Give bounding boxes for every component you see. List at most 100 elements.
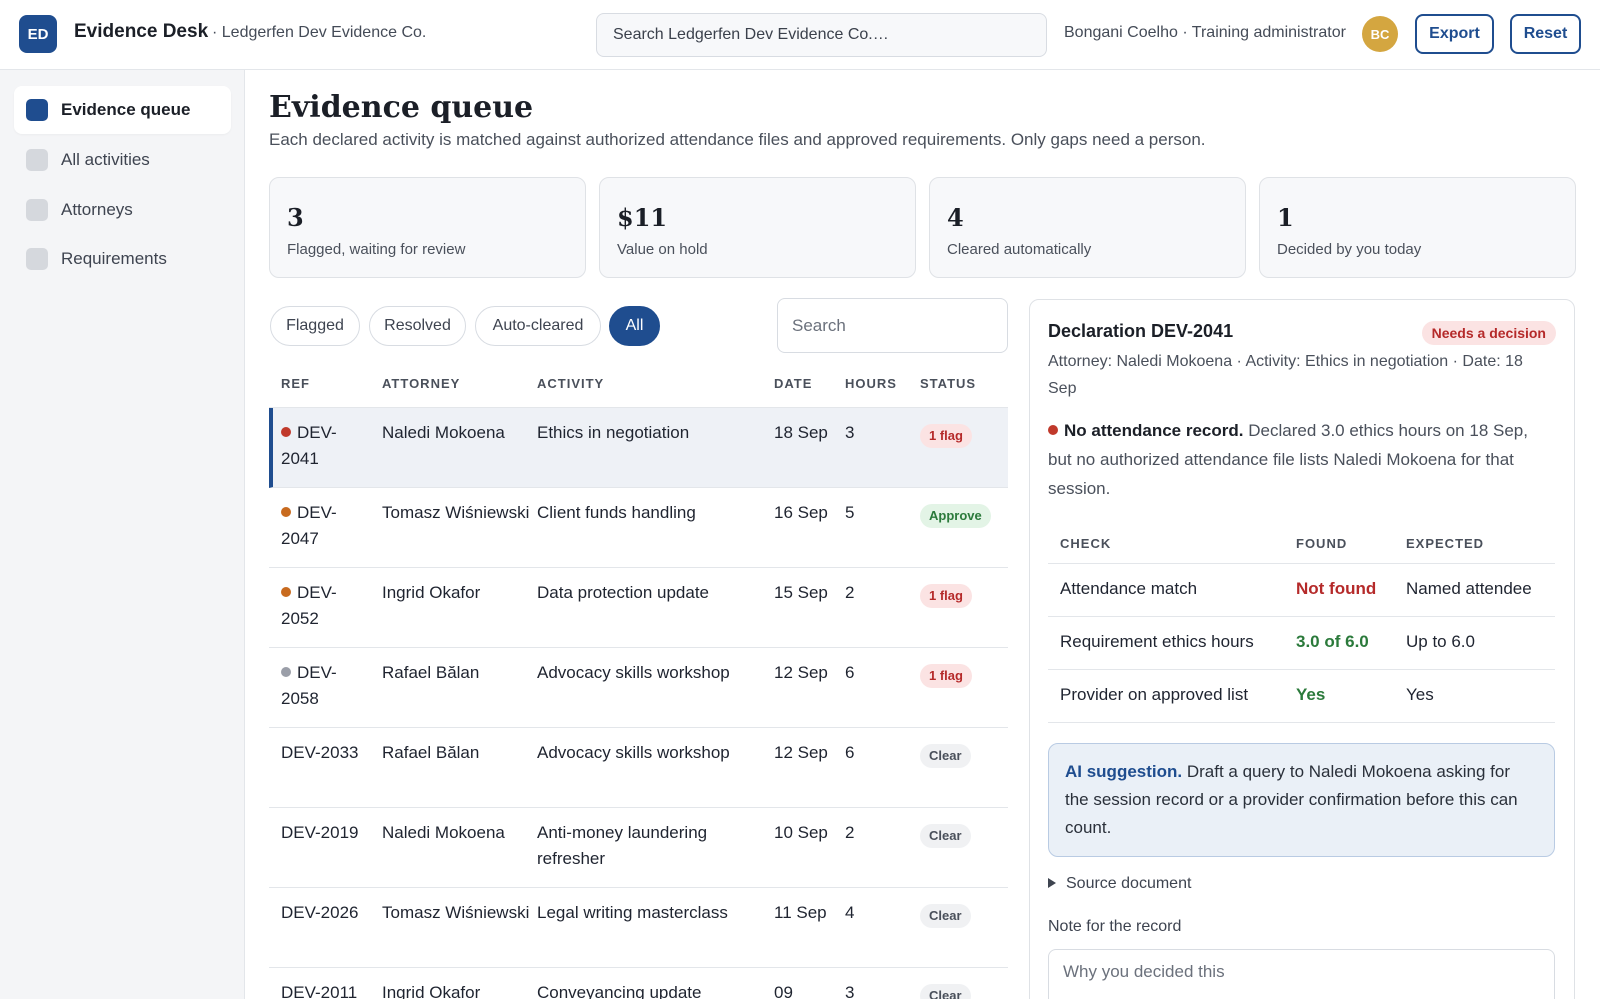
column-header-status[interactable]: STATUS [920,376,977,391]
row-date: 10 Sep [774,820,829,846]
top-bar: ED Evidence Desk · Ledgerfen Dev Evidenc… [0,0,1600,70]
source-document-label: Source document [1066,875,1192,892]
app-name: Evidence Desk [74,21,209,42]
export-button[interactable]: Export [1415,14,1494,54]
status-dot-icon [281,427,291,437]
sidebar-item-all-activities[interactable]: All activities [14,136,231,184]
column-header-activity[interactable]: ACTIVITY [537,376,605,391]
row-attorney-text: Rafael Bălan [382,663,480,682]
ai-suggestion-text: Draft a query to Naledi Mokoena asking f… [1065,762,1518,837]
row-activity-text: Ethics in negotiation [537,423,690,442]
stat-card-cleared: 4 Cleared automatically [929,177,1246,278]
row-attorney-text: Tomasz Wiśniewski [382,903,530,922]
issue-summary: No attendance record. Declared 3.0 ethic… [1048,416,1553,503]
row-date: 18 Sep [774,420,829,446]
status-dot-icon [281,507,291,517]
sidebar-item-attorneys[interactable]: Attorneys [14,186,231,234]
table-row[interactable]: DEV-2041 Naledi Mokoena Ethics in negotiat… [269,408,1008,488]
row-activity: Anti-money laundering refresher [537,820,752,872]
row-attorney-text: Naledi Mokoena [382,823,505,842]
row-hours: 2 [845,580,885,606]
table-row[interactable]: DEV-2058 Rafael Bălan Advocacy skills work… [269,648,1008,728]
status-badge: Approve [920,504,991,528]
row-ref-text: DEV-2011 [281,983,358,999]
check-expected: Yes [1406,685,1434,704]
reset-button[interactable]: Reset [1510,14,1581,54]
filter-resolved[interactable]: Resolved [369,306,466,346]
row-date-text: 10 Sep [774,823,828,842]
stat-card-flagged: 3 Flagged, waiting for review [269,177,586,278]
global-search-input[interactable]: Search Ledgerfen Dev Evidence Co.… [596,13,1047,57]
status-dot-icon [281,587,291,597]
sidebar-item-label: Requirements [61,249,167,268]
column-header-expected: EXPECTED [1406,536,1485,551]
row-hours-text: 2 [845,583,855,602]
row-attorney-text: Naledi Mokoena [382,423,505,442]
check-found: Not found [1296,579,1377,598]
disclosure-triangle-icon [1048,878,1056,888]
flag-dot-icon [1048,425,1058,435]
organization-name: · Ledgerfen Dev Evidence Co. [212,24,427,41]
row-date-text: 12 Sep [774,743,828,762]
status-badge: Clear [920,904,971,928]
row-date-text: 16 Sep [774,503,828,522]
checks-header: CHECK FOUND EXPECTED [1048,522,1555,564]
row-activity-text: Anti-money laundering refresher [537,823,708,868]
column-header-date[interactable]: DATE [774,376,813,391]
row-date: 11 Sep [774,900,829,926]
row-hours-text: 3 [845,983,855,999]
row-hours: 6 [845,660,885,686]
declaration-meta: Attorney: Naledi Mokoena · Activity: Eth… [1048,353,1523,397]
sidebar-item-label: All activities [61,150,150,169]
row-hours: 3 [845,980,885,999]
sidebar-item-evidence-queue[interactable]: Evidence queue [14,86,231,134]
row-activity: Data protection update [537,580,752,606]
current-user-label: Bongani Coelho · Training administrator [1064,24,1346,41]
column-header-attorney[interactable]: ATTORNEY [382,376,461,391]
column-header-ref[interactable]: REF [281,376,310,391]
column-header-hours[interactable]: HOURS [845,376,897,391]
status-badge: 1 flag [920,664,972,688]
table-row[interactable]: DEV-2011 Ingrid Okafor Conveyancing update… [269,968,1008,999]
row-hours-text: 6 [845,743,855,762]
row-attorney-text: Rafael Bălan [382,743,480,762]
table-row[interactable]: DEV-2019 Naledi Mokoena Anti-money launder… [269,808,1008,888]
filter-flagged[interactable]: Flagged [270,306,360,346]
row-hours-text: 2 [845,823,855,842]
note-label: Note for the record [1048,918,1182,935]
row-activity: Conveyancing update [537,980,752,999]
avatar[interactable]: BC [1362,16,1398,52]
row-attorney: Naledi Mokoena [382,420,532,446]
table-row[interactable]: DEV-2033 Rafael Bălan Advocacy skills work… [269,728,1008,808]
check-expected: Named attendee [1406,579,1532,598]
sidebar-item-requirements[interactable]: Requirements [14,235,231,283]
row-attorney: Tomasz Wiśniewski [382,900,532,926]
stat-card-decided: 1 Decided by you today [1259,177,1576,278]
row-date: 09 [774,980,829,999]
stat-label: Cleared automatically [947,241,1092,258]
filter-all[interactable]: All [609,306,660,346]
note-textarea[interactable]: Why you decided this [1048,949,1555,999]
row-activity-text: Client funds handling [537,503,696,522]
row-ref: DEV-2041 [281,420,371,472]
row-attorney-text: Ingrid Okafor [382,983,481,999]
attorneys-icon [26,199,48,221]
source-document-toggle[interactable]: Source document [1048,875,1191,893]
row-ref: DEV-2047 [281,500,371,552]
filter-auto-cleared[interactable]: Auto-cleared [475,306,601,346]
list-search-input[interactable]: Search [777,298,1008,353]
table-row[interactable]: DEV-2052 Ingrid Okafor Data protection upd… [269,568,1008,648]
row-ref: DEV-2026 [281,900,371,926]
row-status: 1 flag [920,582,972,608]
status-badge: Clear [920,744,971,768]
table-row[interactable]: DEV-2047 Tomasz Wiśniewski Client funds ha… [269,488,1008,568]
row-ref: DEV-2011 [281,980,371,999]
row-attorney-text: Tomasz Wiśniewski [382,503,530,522]
table-row[interactable]: DEV-2026 Tomasz Wiśniewski Legal writing m… [269,888,1008,968]
row-attorney: Tomasz Wiśniewski [382,500,532,526]
column-header-found: FOUND [1296,536,1348,551]
row-attorney: Rafael Bălan [382,740,532,766]
row-ref: DEV-2058 [281,660,371,712]
check-found: Yes [1296,685,1326,704]
check-expected: Up to 6.0 [1406,632,1475,651]
